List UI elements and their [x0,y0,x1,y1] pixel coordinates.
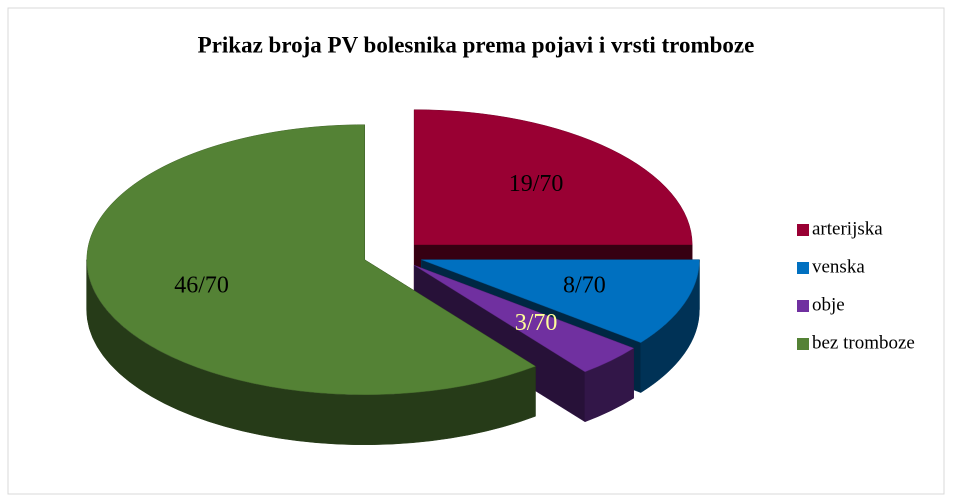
legend-swatch [797,224,809,236]
slice [86,124,536,395]
legend: arterijska venska obje bez tromboze [797,218,915,353]
legend-swatch [797,262,809,274]
slice [413,109,693,245]
data-label: 3/70 [515,310,558,336]
legend-label: venska [812,256,865,277]
pie: 19/70 8/703/70 46/70 [86,109,700,446]
legend-label: arterijska [812,218,883,239]
data-label: 19/70 [509,171,564,197]
slice [414,265,635,373]
chart-title: Prikaz broja PV bolesnika prema pojavi i… [198,32,755,57]
legend-label: obje [812,294,845,315]
data-label: 8/70 [563,272,606,298]
legend-swatch [797,300,809,312]
data-label: 46/70 [174,272,229,298]
legend-label: bez tromboze [812,332,915,353]
legend-swatch [797,338,809,350]
slice [421,259,700,343]
